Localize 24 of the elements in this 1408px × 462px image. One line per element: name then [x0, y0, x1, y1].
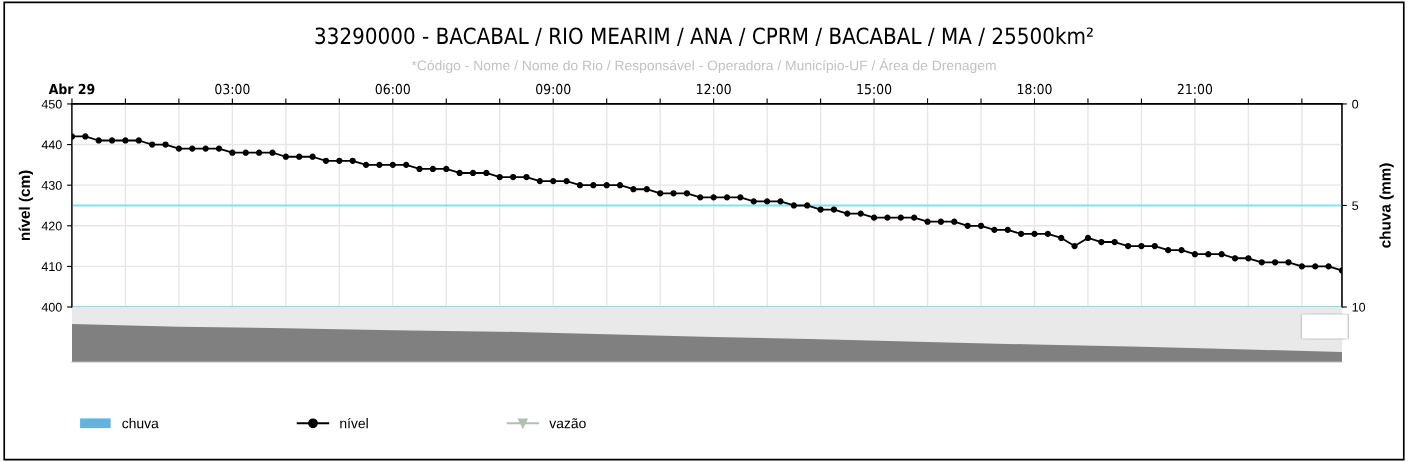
- y-axis-title: nível (cm): [18, 170, 34, 241]
- x-tick-label: Abr 29: [48, 83, 95, 95]
- x-tick-label: 09:00: [536, 83, 571, 95]
- chart-subtitle: *Código - Nome / Nome do Rio / Responsável - Operadora / Município-UF / Área de Drenagem: [411, 58, 996, 74]
- x-tick-label: 03:00: [215, 83, 250, 95]
- legend-label: nível: [340, 417, 368, 429]
- y2-tick-label: 5: [1352, 201, 1359, 211]
- y2-axis-title: chuva (mm): [1379, 163, 1394, 248]
- x-tick-label: 15:00: [857, 83, 892, 95]
- y2-tick-label: 10: [1352, 302, 1366, 312]
- x-tick-label: 06:00: [375, 83, 410, 95]
- x-tick-label: 21:00: [1177, 83, 1213, 95]
- y-tick-label: 450: [41, 99, 62, 109]
- x-tick-label: 12:00: [697, 83, 731, 95]
- y-tick-label: 440: [41, 140, 62, 150]
- y-tick-label: 420: [41, 221, 62, 231]
- legend-label: chuva: [122, 418, 159, 429]
- x-tick-label: 18:00: [1017, 83, 1052, 95]
- chart-title: 33290000 - BACABAL / RIO MEARIM / ANA / CPRM / BACABAL / MA / 25500km²: [315, 27, 1093, 46]
- y-tick-label: 430: [41, 180, 62, 190]
- legend-label: vazão: [549, 418, 586, 429]
- y-tick-label: 410: [41, 262, 62, 272]
- y-tick-label: 400: [41, 302, 62, 312]
- y2-tick-label: 0: [1352, 99, 1359, 109]
